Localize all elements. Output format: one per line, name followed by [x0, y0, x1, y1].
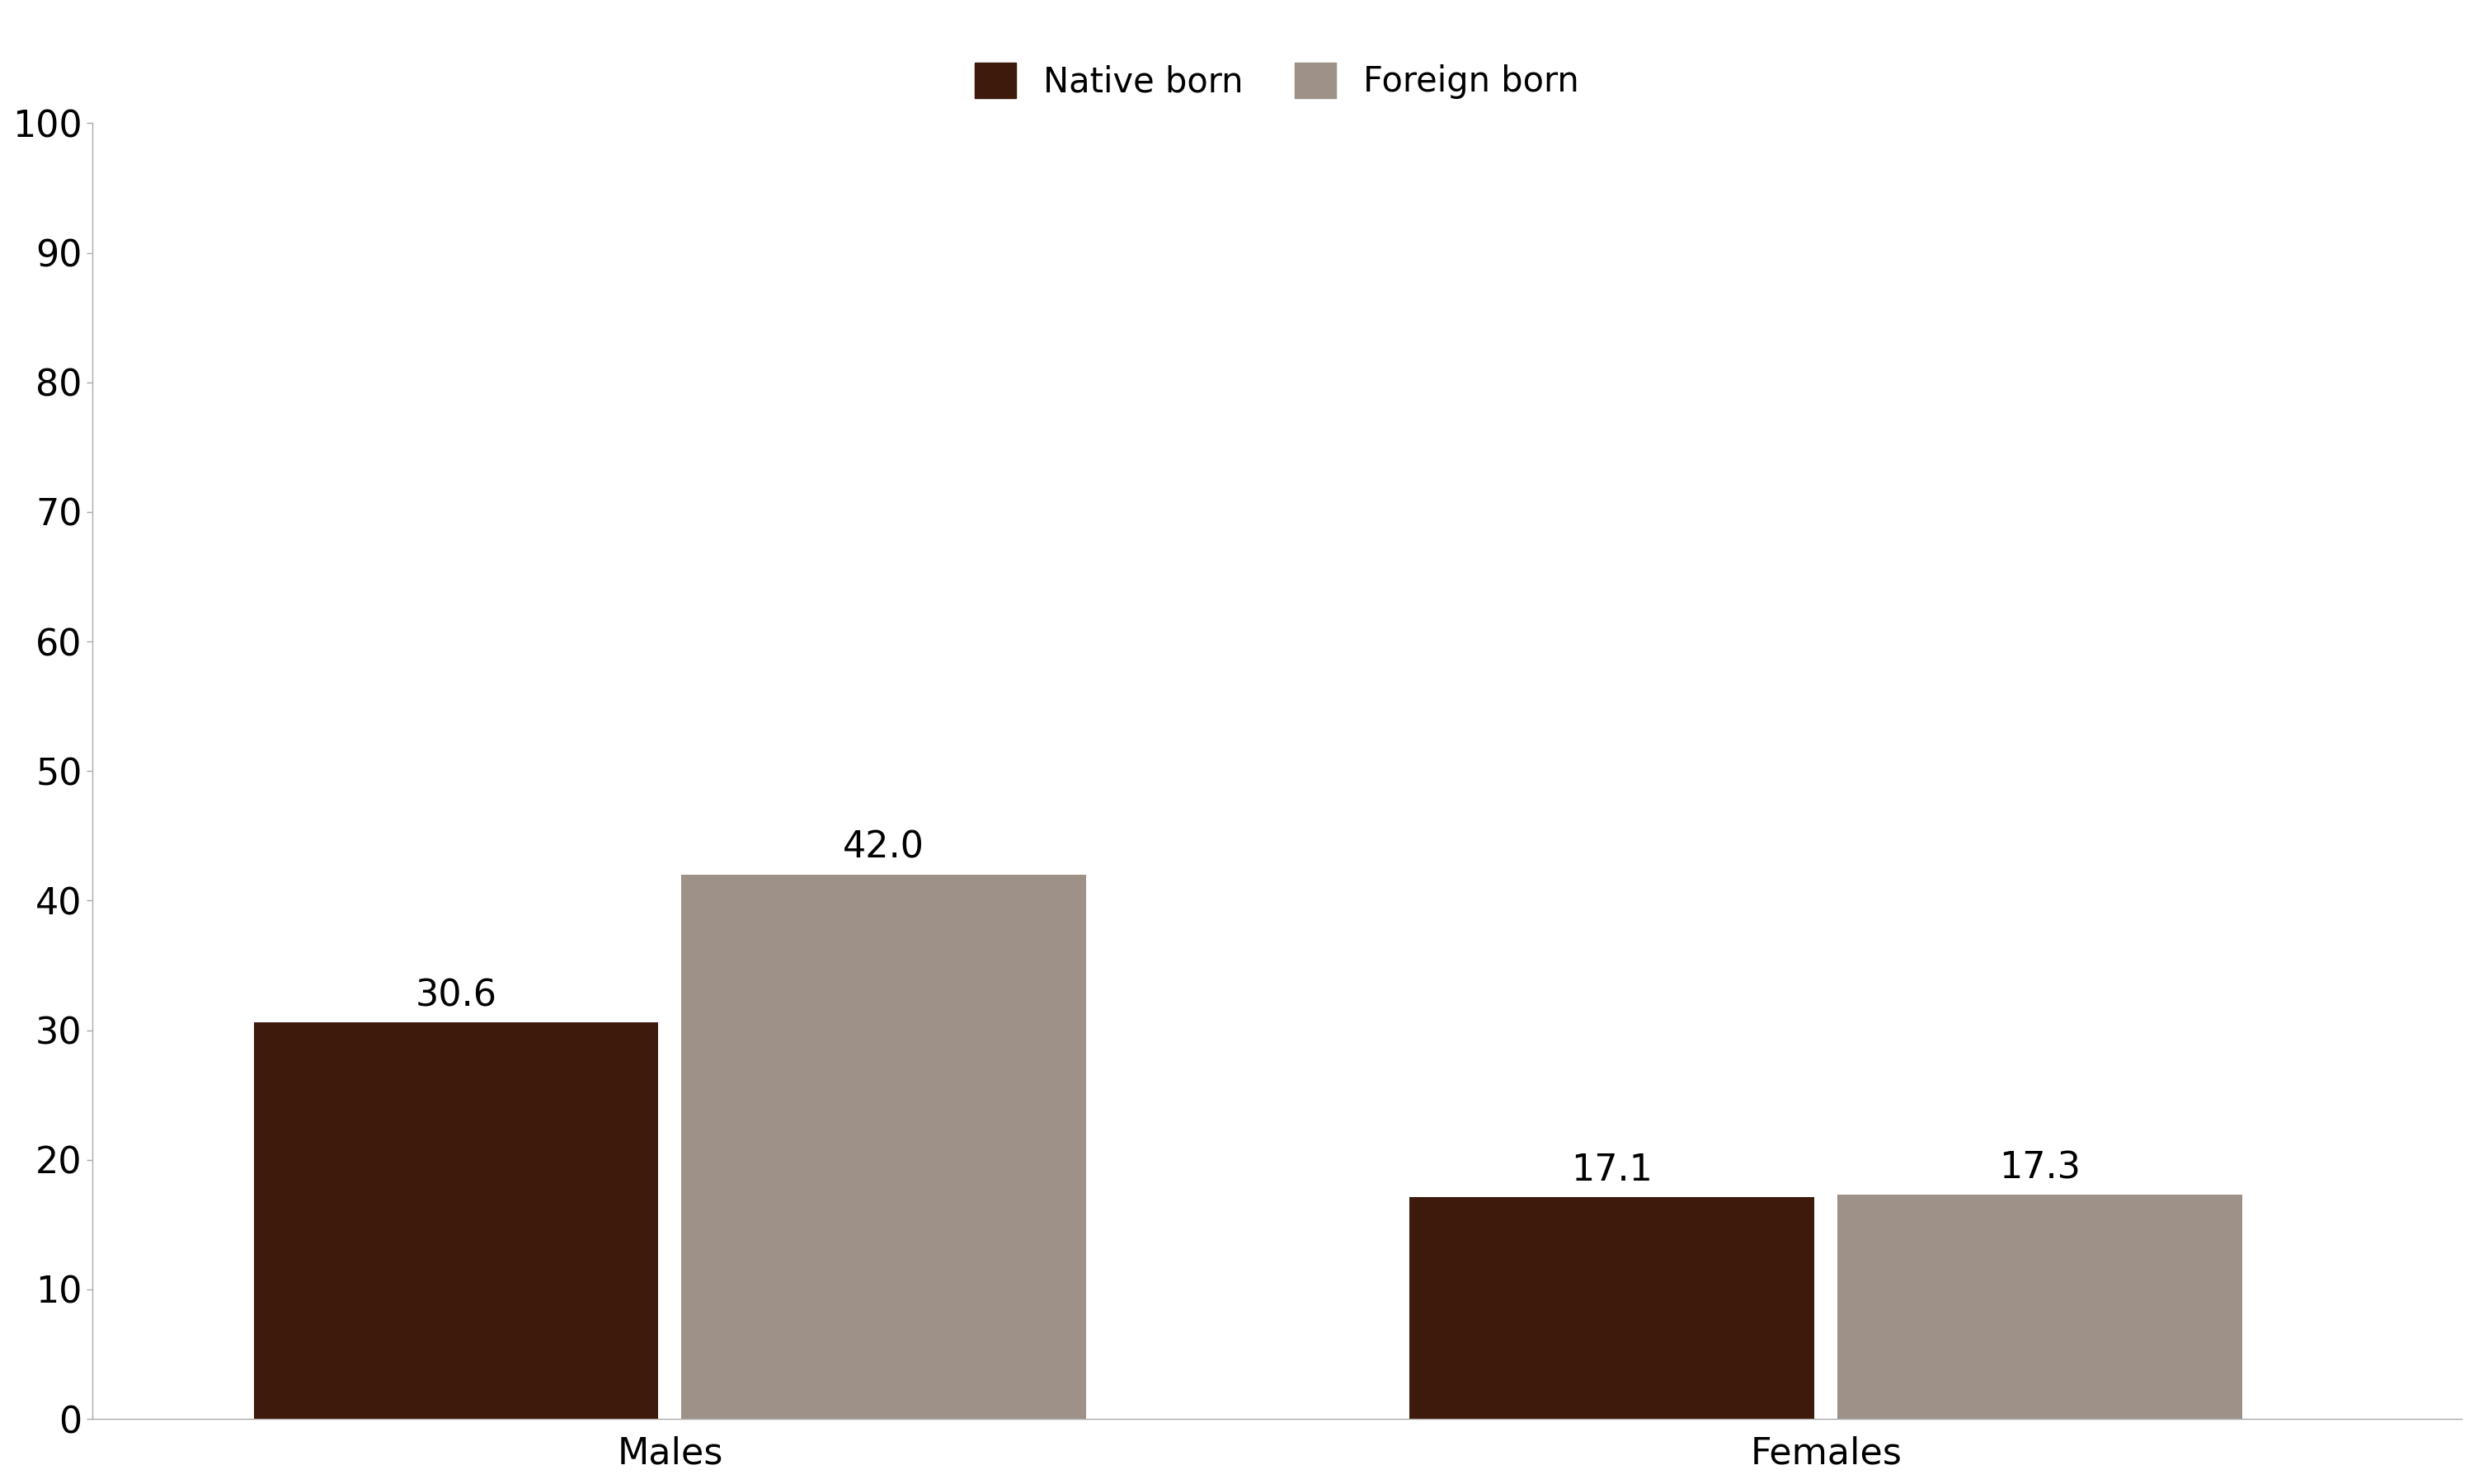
Text: 42.0: 42.0 [844, 830, 925, 865]
Legend: Native born, Foreign born: Native born, Foreign born [975, 62, 1578, 99]
Text: 17.1: 17.1 [1571, 1153, 1653, 1189]
Bar [1410, 1198, 1813, 1419]
Bar [1838, 1195, 2241, 1419]
Bar [255, 1022, 658, 1419]
Text: 17.3: 17.3 [1999, 1150, 2081, 1186]
Bar [680, 874, 1086, 1419]
Text: 30.6: 30.6 [416, 978, 497, 1014]
